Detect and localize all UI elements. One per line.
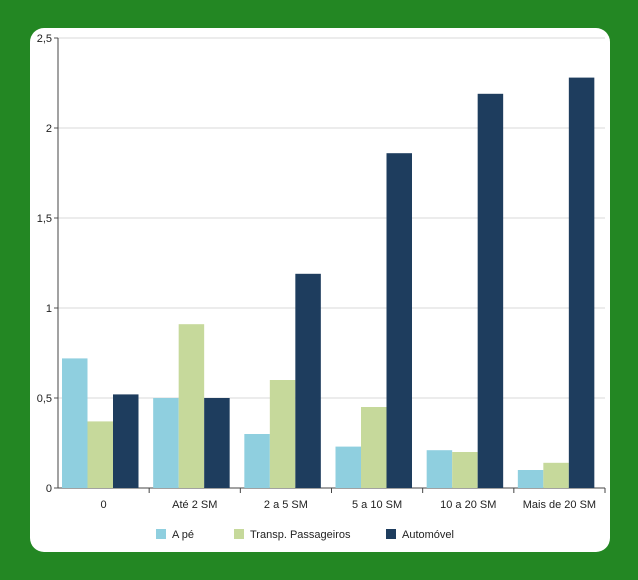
bar (113, 394, 139, 488)
legend-swatch (156, 529, 166, 539)
bar (62, 358, 88, 488)
legend-swatch (234, 529, 244, 539)
bar-chart: 0 0,5 1 1,5 2 2,5 0 Até 2 SM 2 a 5 SM 5 a 10 SM 10… (37, 33, 606, 541)
x-tick-label: 10 a 20 SM (440, 499, 496, 511)
y-tick-label: 0,5 (37, 393, 52, 405)
y-tick-label: 0 (46, 483, 52, 495)
legend-label: Automóvel (402, 529, 454, 541)
x-tick-label: 5 a 10 SM (352, 499, 402, 511)
bar (543, 462, 569, 488)
bar (269, 380, 296, 488)
bar (361, 407, 387, 488)
legend-label: A pé (172, 529, 194, 541)
x-tick-label: Mais de 20 SM (523, 499, 596, 511)
legend-label: Transp. Passageiros (250, 529, 351, 541)
chart-card: 0 0,5 1 1,5 2 2,5 0 Até 2 SM 2 a 5 SM 5 a 10 SM 10… (30, 28, 610, 552)
x-tick-label: Até 2 SM (172, 499, 217, 511)
bar (295, 273, 321, 488)
bar (426, 450, 453, 488)
y-tick-label: 2,5 (37, 33, 52, 45)
bar (568, 77, 595, 488)
bar (335, 446, 361, 488)
bar (386, 153, 412, 488)
bar (87, 421, 113, 488)
y-tick-label: 1 (46, 303, 52, 315)
bar (517, 470, 544, 488)
x-tick-label: 2 a 5 SM (264, 499, 308, 511)
y-tick-label: 2 (46, 123, 52, 135)
bar (452, 452, 478, 488)
bar (244, 434, 270, 488)
y-tick-label: 1,5 (37, 213, 52, 225)
legend-swatch (386, 529, 396, 539)
bar (153, 398, 179, 488)
bar (477, 93, 504, 489)
bar (178, 324, 205, 488)
bar (204, 398, 230, 488)
x-tick-label: 0 (101, 499, 107, 511)
